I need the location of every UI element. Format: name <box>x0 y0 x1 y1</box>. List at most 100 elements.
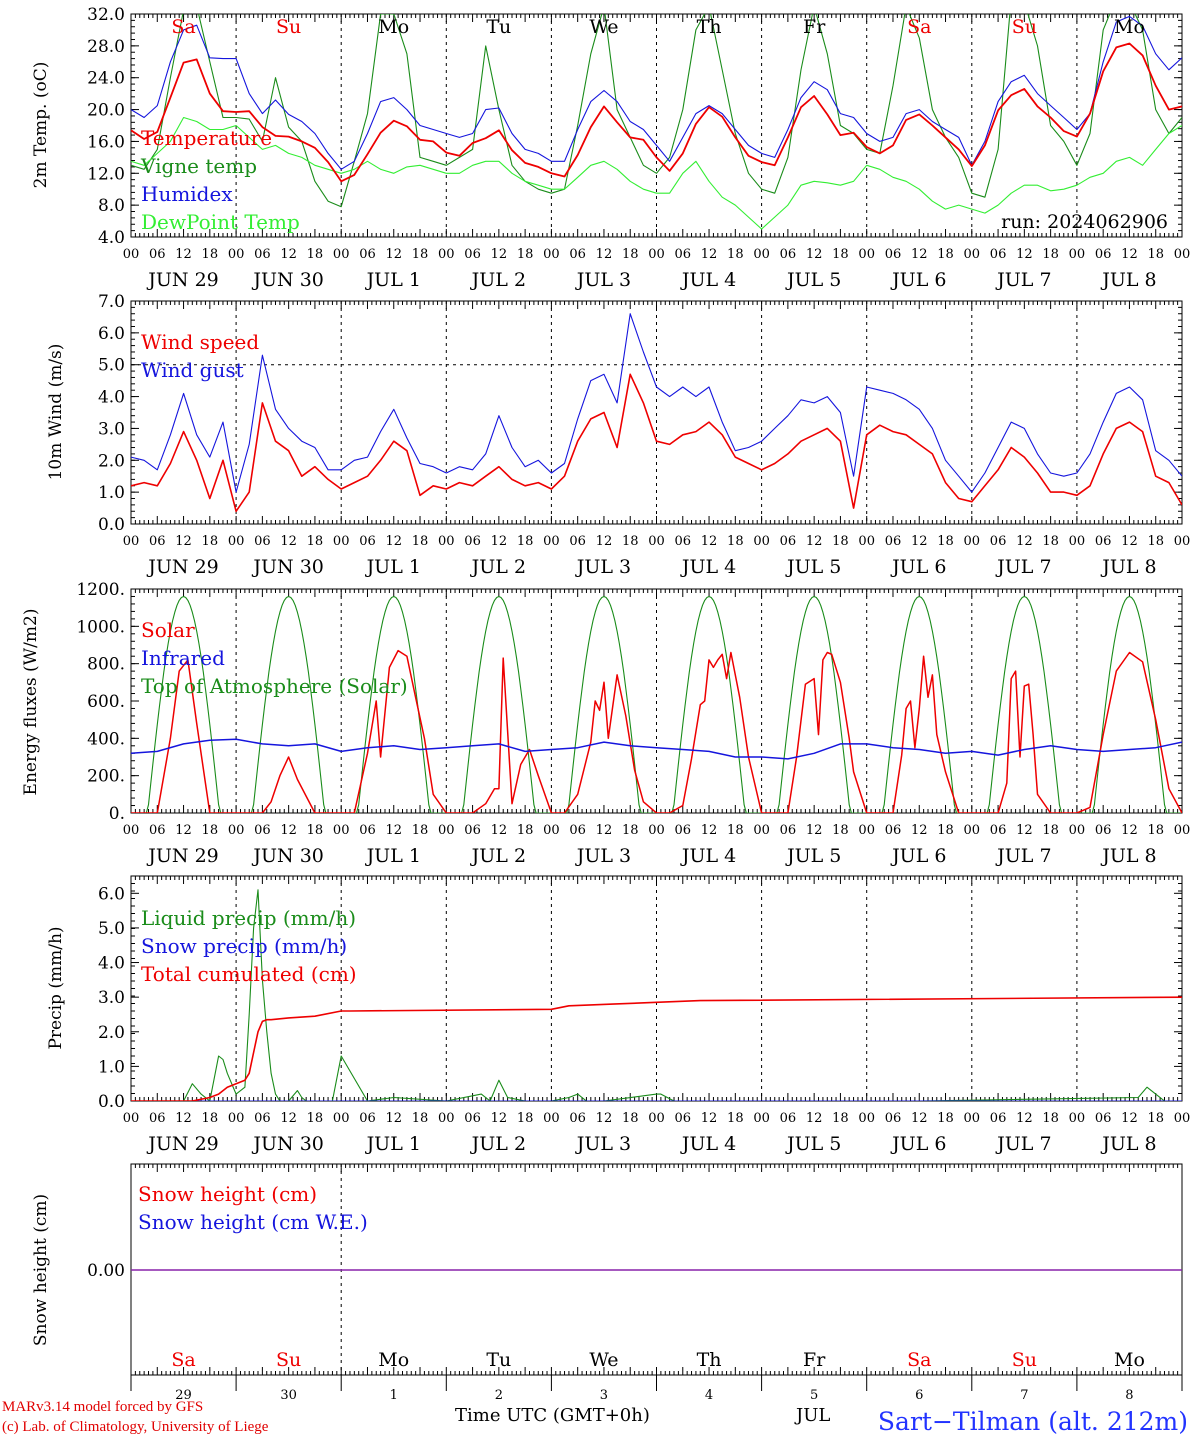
x-date-label: JUN 30 <box>251 556 323 578</box>
x-hour-tick-label: 18 <box>412 823 429 838</box>
y-tick-label: 12.0 <box>87 164 125 184</box>
x-hour-tick-label: 06 <box>149 823 166 838</box>
series-line <box>131 889 1182 1101</box>
x-hour-tick-label: 18 <box>412 1111 429 1126</box>
x-hour-tick-label: 00 <box>123 1111 140 1126</box>
x-date-label: JUL 6 <box>890 556 946 578</box>
x-hour-tick-label: 18 <box>727 1111 744 1126</box>
y-tick-label: 0.0 <box>98 515 125 535</box>
y-tick-label: 32.0 <box>87 5 125 25</box>
x-hour-tick-label: 18 <box>1147 823 1164 838</box>
x-hour-tick-label: 06 <box>675 247 692 262</box>
x-hour-tick-label: 18 <box>307 247 324 262</box>
x-hour-tick-label: 18 <box>202 247 219 262</box>
legend-entry: Snow height (cm) <box>138 1182 317 1206</box>
x-hour-tick-label: 12 <box>806 534 823 549</box>
x-date-label: JUL 3 <box>575 269 631 291</box>
y-tick-label: 200. <box>87 767 125 787</box>
day-number-label: 3 <box>600 1388 608 1403</box>
x-hour-tick-label: 06 <box>675 823 692 838</box>
x-hour-tick-label: 00 <box>964 823 981 838</box>
y-tick-label: 6.0 <box>98 884 125 904</box>
x-hour-tick-label: 00 <box>648 534 665 549</box>
day-number-label: 4 <box>705 1388 713 1403</box>
y-tick-label: 800. <box>87 655 125 675</box>
x-axis-title: Time UTC (GMT+0h) <box>455 1405 650 1426</box>
x-hour-tick-label: 00 <box>333 247 350 262</box>
x-hour-tick-label: 06 <box>254 823 271 838</box>
y-axis-label: 10m Wind (m/s) <box>46 344 66 481</box>
x-hour-tick-label: 18 <box>1042 534 1059 549</box>
x-hour-tick-label: 06 <box>780 534 797 549</box>
weekday-label: We <box>589 1349 618 1371</box>
x-hour-tick-label: 06 <box>359 1111 376 1126</box>
x-hour-tick-label: 06 <box>569 534 586 549</box>
legend-entry: Vigne temp <box>140 154 257 178</box>
stray-month-label: JUL <box>796 1405 831 1426</box>
x-hour-tick-label: 06 <box>1095 1111 1112 1126</box>
weekday-label: Su <box>276 16 301 38</box>
x-hour-tick-label: 12 <box>1121 534 1138 549</box>
panel-3: Energy fluxes (W/m2) 0. 200. 400. 600. 800. 10… <box>21 580 1190 867</box>
y-tick-label: 4.0 <box>98 954 125 974</box>
legend-entry: DewPoint Temp <box>141 210 300 234</box>
x-hour-tick-label: 06 <box>149 1111 166 1126</box>
y-axis-label: Energy fluxes (W/m2) <box>21 609 41 796</box>
x-date-label: JUL 4 <box>680 845 736 867</box>
x-hour-tick-label: 00 <box>123 823 140 838</box>
x-hour-tick-label: 12 <box>911 534 928 549</box>
x-hour-tick-label: 18 <box>622 247 639 262</box>
x-hour-tick-label: 18 <box>622 823 639 838</box>
series-line <box>131 42 1182 183</box>
x-hour-tick-label: 18 <box>1042 823 1059 838</box>
x-hour-tick-label: 00 <box>123 534 140 549</box>
series-line <box>131 595 1182 813</box>
legend-entry: Snow height (cm W.E.) <box>138 1210 368 1234</box>
weekday-label: Sa <box>171 16 195 38</box>
x-date-label: JUN 29 <box>146 269 218 291</box>
lab-credit: (c) Lab. of Climatology, University of L… <box>2 1419 269 1435</box>
x-hour-tick-label: 12 <box>385 1111 402 1126</box>
series-group <box>131 14 1182 230</box>
x-hour-tick-label: 00 <box>228 534 245 549</box>
x-date-label: JUL 1 <box>365 556 421 578</box>
x-hour-tick-label: 18 <box>832 1111 849 1126</box>
day-number-label: 30 <box>280 1388 297 1403</box>
weekday-label: We <box>589 16 618 38</box>
x-hour-tick-label: 12 <box>911 823 928 838</box>
series-line <box>131 738 1182 760</box>
x-hour-tick-label: 12 <box>491 1111 508 1126</box>
x-hour-tick-label: 00 <box>1174 247 1191 262</box>
x-hour-tick-label: 18 <box>1042 1111 1059 1126</box>
x-hour-tick-label: 12 <box>806 823 823 838</box>
x-hour-tick-label: 06 <box>569 1111 586 1126</box>
legend-entry: Wind speed <box>141 330 259 354</box>
x-date-label: JUN 29 <box>146 845 218 867</box>
x-hour-tick-label: 00 <box>1174 823 1191 838</box>
x-hour-tick-label: 12 <box>1016 534 1033 549</box>
x-hour-tick-label: 00 <box>228 247 245 262</box>
y-tick-label: 2.0 <box>98 451 125 471</box>
series-line <box>131 313 1182 493</box>
y-tick-label: 24.0 <box>87 69 125 89</box>
x-hour-tick-label: 06 <box>1095 534 1112 549</box>
x-hour-tick-label: 06 <box>1095 823 1112 838</box>
x-hour-tick-label: 06 <box>464 534 481 549</box>
x-date-label: JUL 5 <box>785 556 841 578</box>
x-hour-tick-label: 12 <box>385 823 402 838</box>
y-tick-label: 28.0 <box>87 37 125 57</box>
x-hour-tick-label: 00 <box>1069 1111 1086 1126</box>
model-credit: MARv3.14 model forced by GFS <box>2 1399 204 1415</box>
weekday-label: Mo <box>378 1349 409 1371</box>
x-hour-tick-label: 18 <box>832 534 849 549</box>
x-hour-tick-label: 18 <box>937 823 954 838</box>
legend-entry: Infrared <box>141 646 225 670</box>
series-line <box>131 373 1182 513</box>
weekday-label: Tu <box>486 16 511 38</box>
x-hour-tick-label: 00 <box>438 1111 455 1126</box>
x-hour-tick-label: 12 <box>1016 247 1033 262</box>
x-hour-tick-label: 12 <box>596 247 613 262</box>
x-hour-tick-label: 00 <box>964 247 981 262</box>
y-tick-label: 5.0 <box>98 919 125 939</box>
x-hour-tick-label: 06 <box>359 247 376 262</box>
